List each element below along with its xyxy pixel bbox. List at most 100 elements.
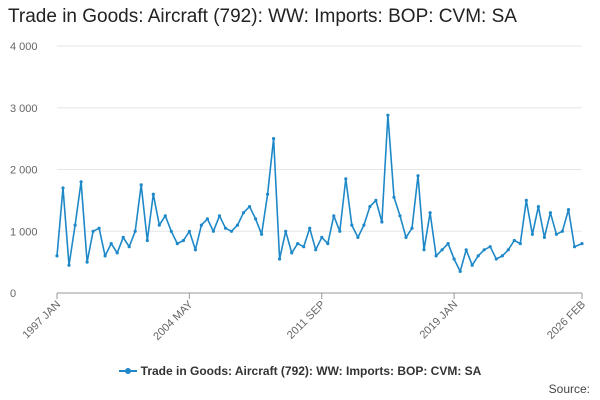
data-point[interactable] xyxy=(440,248,444,252)
x-tick-label: 2011 SEP xyxy=(285,299,328,342)
data-point[interactable] xyxy=(554,232,559,236)
series-group xyxy=(55,113,584,273)
legend-line-icon xyxy=(118,367,137,374)
data-point[interactable] xyxy=(314,248,318,252)
data-point[interactable] xyxy=(560,229,565,233)
data-point[interactable] xyxy=(103,254,107,258)
legend[interactable]: Trade in Goods: Aircraft (792): WW: Impo… xyxy=(0,364,600,378)
data-point[interactable] xyxy=(326,242,330,246)
data-point[interactable] xyxy=(254,217,258,221)
data-point[interactable] xyxy=(488,245,492,249)
data-point[interactable] xyxy=(422,248,426,252)
data-point[interactable] xyxy=(350,223,354,227)
data-point[interactable] xyxy=(272,137,276,141)
data-point[interactable] xyxy=(115,251,119,255)
data-point[interactable] xyxy=(410,226,414,230)
data-point[interactable] xyxy=(362,223,366,227)
data-point[interactable] xyxy=(241,211,246,215)
data-point[interactable] xyxy=(542,235,547,239)
data-point[interactable] xyxy=(434,254,438,258)
data-point[interactable] xyxy=(302,245,306,249)
data-point[interactable] xyxy=(97,226,101,230)
data-point[interactable] xyxy=(500,254,504,258)
data-point[interactable] xyxy=(476,254,480,258)
data-point[interactable] xyxy=(139,183,143,187)
data-point[interactable] xyxy=(530,232,535,236)
data-point[interactable] xyxy=(199,223,203,227)
data-point[interactable] xyxy=(368,205,372,209)
data-point[interactable] xyxy=(145,238,149,243)
data-point[interactable] xyxy=(175,242,179,246)
data-point[interactable] xyxy=(548,211,553,215)
data-point[interactable] xyxy=(452,257,456,261)
data-point[interactable] xyxy=(229,229,234,233)
data-point[interactable] xyxy=(187,229,191,233)
data-point[interactable] xyxy=(248,205,252,209)
data-point[interactable] xyxy=(398,214,402,218)
data-point[interactable] xyxy=(121,235,125,239)
data-point[interactable] xyxy=(67,263,71,267)
data-point[interactable] xyxy=(386,113,390,117)
data-point[interactable] xyxy=(338,229,342,233)
data-point[interactable] xyxy=(580,242,584,246)
data-point[interactable] xyxy=(320,235,324,239)
data-point[interactable] xyxy=(356,235,360,239)
data-point[interactable] xyxy=(181,238,185,243)
data-point[interactable] xyxy=(85,260,89,264)
data-point[interactable] xyxy=(290,251,294,255)
data-point[interactable] xyxy=(464,248,468,252)
series-line[interactable] xyxy=(56,114,583,273)
data-point[interactable] xyxy=(91,229,95,233)
data-point[interactable] xyxy=(223,226,228,230)
data-point[interactable] xyxy=(428,211,432,215)
data-point[interactable] xyxy=(524,198,528,202)
y-axis: 0 1 000 2 000 3 000 4 000 xyxy=(10,41,38,300)
data-point[interactable] xyxy=(193,248,197,252)
data-point[interactable] xyxy=(296,242,300,246)
data-point[interactable] xyxy=(308,226,312,230)
data-point[interactable] xyxy=(157,223,161,227)
y-tick-label: 0 xyxy=(10,288,16,300)
data-point[interactable] xyxy=(416,174,420,178)
data-point[interactable] xyxy=(446,242,450,246)
data-point[interactable] xyxy=(217,214,222,218)
data-point[interactable] xyxy=(278,257,282,261)
x-tick-label: 1997 JAN xyxy=(20,299,63,342)
data-point[interactable] xyxy=(73,223,77,227)
data-point[interactable] xyxy=(163,214,167,218)
data-point[interactable] xyxy=(494,257,498,261)
legend-label: Trade in Goods: Aircraft (792): WW: Impo… xyxy=(140,364,482,378)
data-point[interactable] xyxy=(458,269,462,273)
data-point[interactable] xyxy=(169,229,173,233)
data-point[interactable] xyxy=(380,220,384,224)
data-point[interactable] xyxy=(512,238,516,243)
source-label: Source: xyxy=(548,382,590,396)
data-point[interactable] xyxy=(211,229,215,233)
data-point[interactable] xyxy=(566,208,571,212)
data-point[interactable] xyxy=(404,235,408,239)
data-point[interactable] xyxy=(235,223,240,227)
data-point[interactable] xyxy=(266,192,270,196)
data-point[interactable] xyxy=(260,232,264,236)
data-point[interactable] xyxy=(79,180,83,184)
data-point[interactable] xyxy=(61,186,65,190)
data-point[interactable] xyxy=(55,254,59,258)
data-point[interactable] xyxy=(344,177,348,181)
data-point[interactable] xyxy=(392,195,396,199)
data-point[interactable] xyxy=(482,248,486,252)
data-point[interactable] xyxy=(572,245,577,249)
data-point[interactable] xyxy=(151,192,155,196)
data-point[interactable] xyxy=(127,245,131,249)
data-point[interactable] xyxy=(284,229,288,233)
data-point[interactable] xyxy=(518,242,522,246)
data-point[interactable] xyxy=(506,248,510,252)
data-point[interactable] xyxy=(332,214,336,218)
data-point[interactable] xyxy=(133,229,137,233)
data-point[interactable] xyxy=(205,217,209,221)
data-point[interactable] xyxy=(109,242,113,246)
chart-title: Trade in Goods: Aircraft (792): WW: Impo… xyxy=(8,6,517,27)
data-point[interactable] xyxy=(470,263,474,267)
data-point[interactable] xyxy=(374,198,378,202)
data-point[interactable] xyxy=(536,205,541,209)
